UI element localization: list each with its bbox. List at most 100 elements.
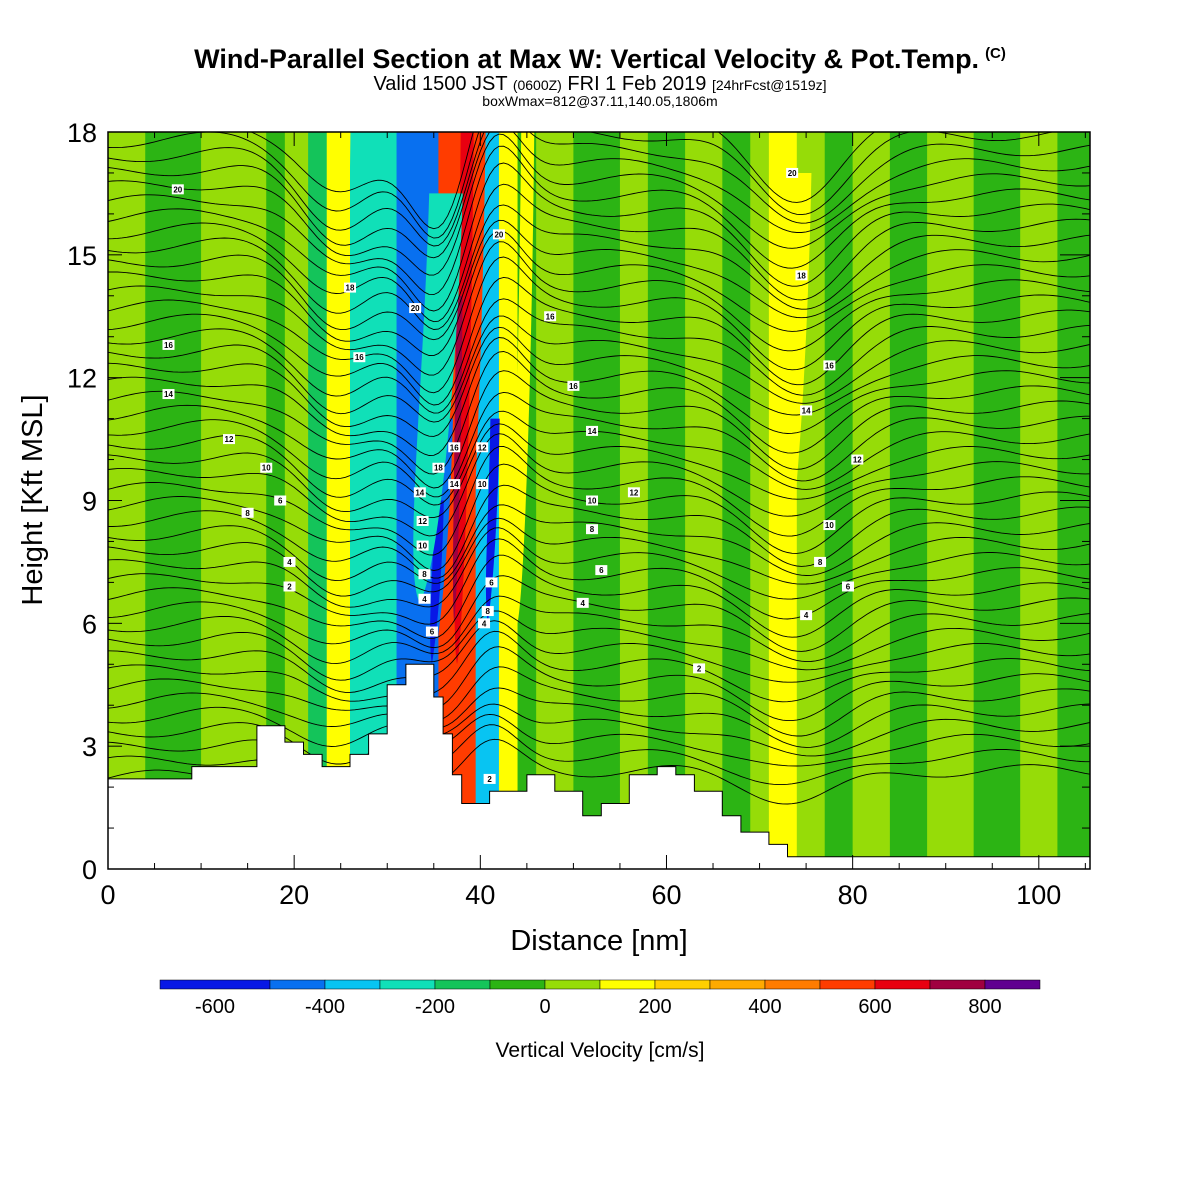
- forecast-tag: [24hrFcst@1519z]: [711, 77, 827, 93]
- x-axis-title: Distance [nm]: [510, 925, 687, 957]
- colorbar-bin: [489, 979, 546, 990]
- contour-label: 14: [450, 480, 459, 489]
- contour-label: 14: [164, 390, 173, 399]
- theta-contour-line: [108, 315, 1090, 423]
- contour-label-bg: [851, 454, 864, 465]
- contour-label-bg: [162, 339, 175, 350]
- contour-label: 14: [802, 406, 811, 415]
- theta-contour-line: [108, 538, 1090, 625]
- colorbar-bin: [819, 979, 876, 990]
- theta-contour-line: [108, 484, 1090, 579]
- velocity-band: [145, 132, 202, 869]
- theta-contour-line: [108, 326, 1090, 437]
- y-tick-label: 9: [82, 487, 97, 517]
- contour-label-bg: [283, 581, 296, 592]
- theta-contour-line: [108, 132, 1090, 259]
- theta-contour-line: [108, 241, 1090, 376]
- theta-contour-line: [108, 595, 1090, 665]
- contour-label: 8: [590, 525, 595, 534]
- contour-label: 16: [546, 312, 555, 321]
- theta-contour-line: [108, 433, 1090, 537]
- contour-label: 20: [411, 304, 420, 313]
- x-tick-label: 100: [1016, 880, 1061, 910]
- contour-label: 18: [434, 464, 443, 473]
- contour-label-bg: [260, 462, 273, 473]
- theta-contour-line: [108, 554, 1090, 639]
- contour-label-bg: [544, 311, 557, 322]
- contour-label: 16: [825, 361, 834, 370]
- theta-contour-line: [108, 517, 1090, 597]
- contour-label-bg: [448, 442, 461, 453]
- contour-label-bg: [476, 442, 489, 453]
- contour-label: 16: [450, 443, 459, 452]
- colorbar-tick-label: 800: [968, 996, 1001, 1018]
- theta-contour-line: [108, 630, 1090, 703]
- theta-contour-line: [108, 204, 1090, 330]
- terrain: [108, 663, 1090, 869]
- colorbar-tick-label: 600: [858, 996, 891, 1018]
- contour-label-bg: [162, 389, 175, 400]
- colorbar-title: Vertical Velocity [cm/s]: [496, 1039, 705, 1062]
- contour-label: 20: [788, 169, 797, 178]
- contour-label-bg: [800, 610, 813, 621]
- velocity-band: [284, 132, 309, 869]
- colorbar-bin: [159, 979, 271, 990]
- theta-contour-line: [108, 256, 1090, 394]
- contour-label: 20: [173, 185, 182, 194]
- theta-contour-line: [108, 410, 1090, 506]
- theta-contour-line: [108, 666, 1090, 737]
- contour-label-bg: [483, 773, 496, 784]
- contour-label: 10: [262, 464, 271, 473]
- contour-label-bg: [418, 593, 431, 604]
- colorbar-bin: [874, 979, 931, 990]
- contour-label: 14: [415, 488, 424, 497]
- theta-contour-line: [108, 145, 1090, 296]
- contour-label-bg: [485, 577, 498, 588]
- colorbar-bin: [544, 979, 601, 990]
- contour-label-bg: [586, 524, 599, 535]
- chart-subtitle: Valid 1500 JST (0600Z) FRI 1 Feb 2019 [2…: [0, 73, 1200, 96]
- contour-label: 12: [853, 456, 862, 465]
- contour-label: 12: [629, 488, 638, 497]
- contour-label: 12: [478, 443, 487, 452]
- contour-label: 20: [494, 230, 503, 239]
- theta-contour-line: [108, 132, 1090, 247]
- theta-contour-line: [108, 162, 1090, 312]
- contour-label-bg: [800, 405, 813, 416]
- theta-contours: [108, 132, 1090, 805]
- contour-label: 2: [487, 775, 492, 784]
- colorbar-tick-label: 400: [748, 996, 781, 1018]
- theta-contour-line: [108, 183, 1090, 323]
- contour-label: 4: [422, 595, 427, 604]
- theta-contour-line: [108, 687, 1090, 748]
- x-axis: 0 20 40 60 80 100: [100, 132, 1086, 910]
- contour-label-bg: [409, 303, 422, 314]
- theta-contour-line: [108, 446, 1090, 556]
- colorbar-tick-label: -400: [305, 996, 345, 1018]
- contour-label-bg: [823, 520, 836, 531]
- contour-label-bg: [586, 425, 599, 436]
- theta-contour-line: [108, 230, 1090, 357]
- downdraft-core: [485, 418, 500, 624]
- x-tick-label: 40: [465, 880, 495, 910]
- contour-label-bg: [627, 487, 640, 498]
- contour-label-bg: [353, 352, 366, 363]
- contour-label-bg: [448, 479, 461, 490]
- theta-contour-line: [108, 527, 1090, 608]
- contour-label-bg: [413, 487, 426, 498]
- contour-label: 12: [418, 517, 427, 526]
- theta-contour-line: [108, 276, 1090, 406]
- contour-label-bg: [425, 626, 438, 637]
- colorbar-tick-label: 0: [539, 996, 550, 1018]
- theta-contour-line: [108, 391, 1090, 498]
- velocity-band: [889, 132, 928, 869]
- colorbar-bin: [324, 979, 381, 990]
- contour-label: 10: [478, 480, 487, 489]
- velocity-band: [201, 132, 267, 869]
- contour-label: 2: [287, 582, 292, 591]
- theta-contour-line: [108, 423, 1090, 519]
- y-axis-title: Height [Kft MSL]: [17, 394, 49, 605]
- contour-label: 10: [825, 521, 834, 530]
- contour-label: 8: [422, 570, 427, 579]
- theta-contour-line: [108, 646, 1090, 722]
